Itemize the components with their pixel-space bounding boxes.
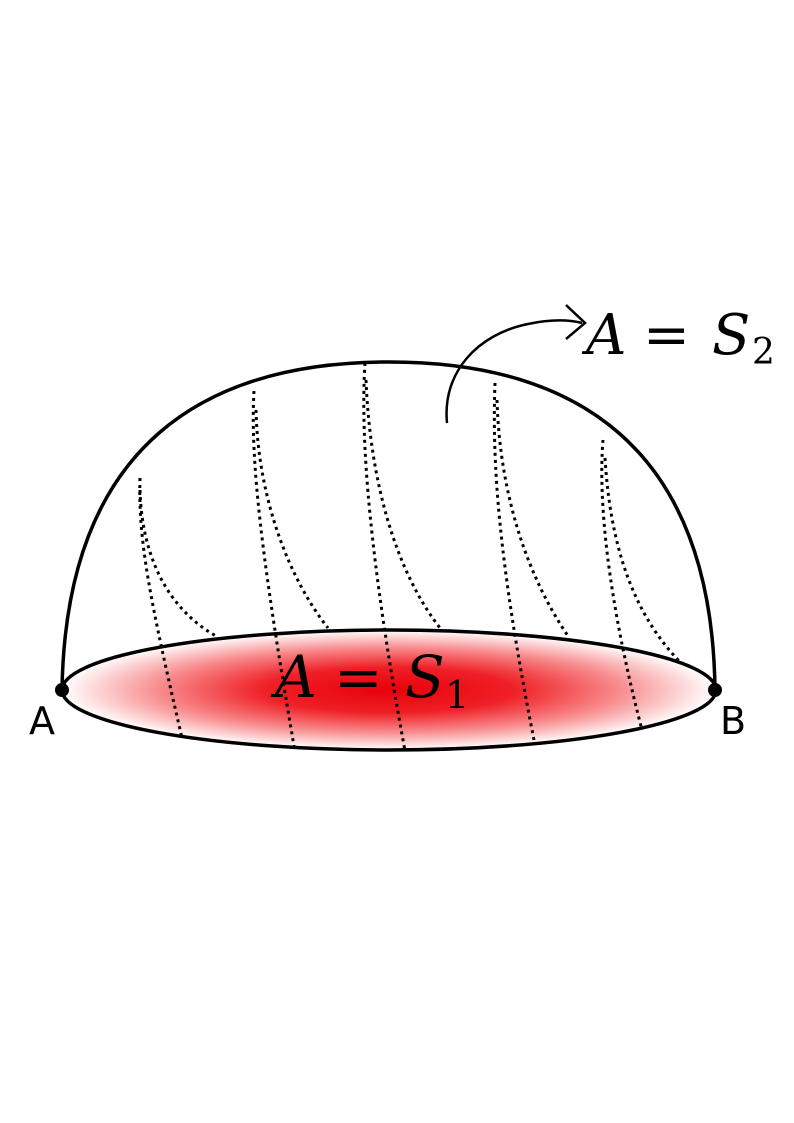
dotted-curve-9 <box>600 439 644 731</box>
dotted-curve-10 <box>603 457 682 664</box>
s1-subscript: 1 <box>445 673 469 717</box>
arrow-head <box>565 304 587 340</box>
base-disk-fill <box>62 630 716 750</box>
point-b-label: B <box>720 699 746 743</box>
dotted-curve-6 <box>364 379 442 629</box>
dotted-curve-4 <box>254 409 330 629</box>
s2-letter: S <box>712 303 750 368</box>
point-a-dot <box>55 683 69 697</box>
s2-variable: A <box>581 303 626 368</box>
s2-subscript: 2 <box>752 332 775 373</box>
dome-outline <box>60 360 717 691</box>
s2-equals: = <box>643 303 690 368</box>
surface-s2-label: A = S 2 <box>581 303 775 373</box>
dotted-curve-1 <box>138 477 184 739</box>
dotted-curve-7 <box>492 382 537 746</box>
s1-equals: = <box>334 643 383 711</box>
dotted-curve-5 <box>362 362 407 752</box>
dotted-curve-8 <box>495 399 570 637</box>
surface-s1-label: A = S 1 <box>270 643 469 717</box>
arrow-shaft <box>445 319 583 424</box>
dotted-curve-2 <box>138 489 217 638</box>
dotted-curve-3 <box>251 390 296 747</box>
s1-letter: S <box>405 643 445 711</box>
dome-pointer-arrow <box>445 304 587 424</box>
point-a-label: A <box>29 699 55 743</box>
point-b-dot <box>708 683 722 697</box>
s1-variable: A <box>270 643 317 711</box>
dome-dotted-curves <box>138 362 682 752</box>
